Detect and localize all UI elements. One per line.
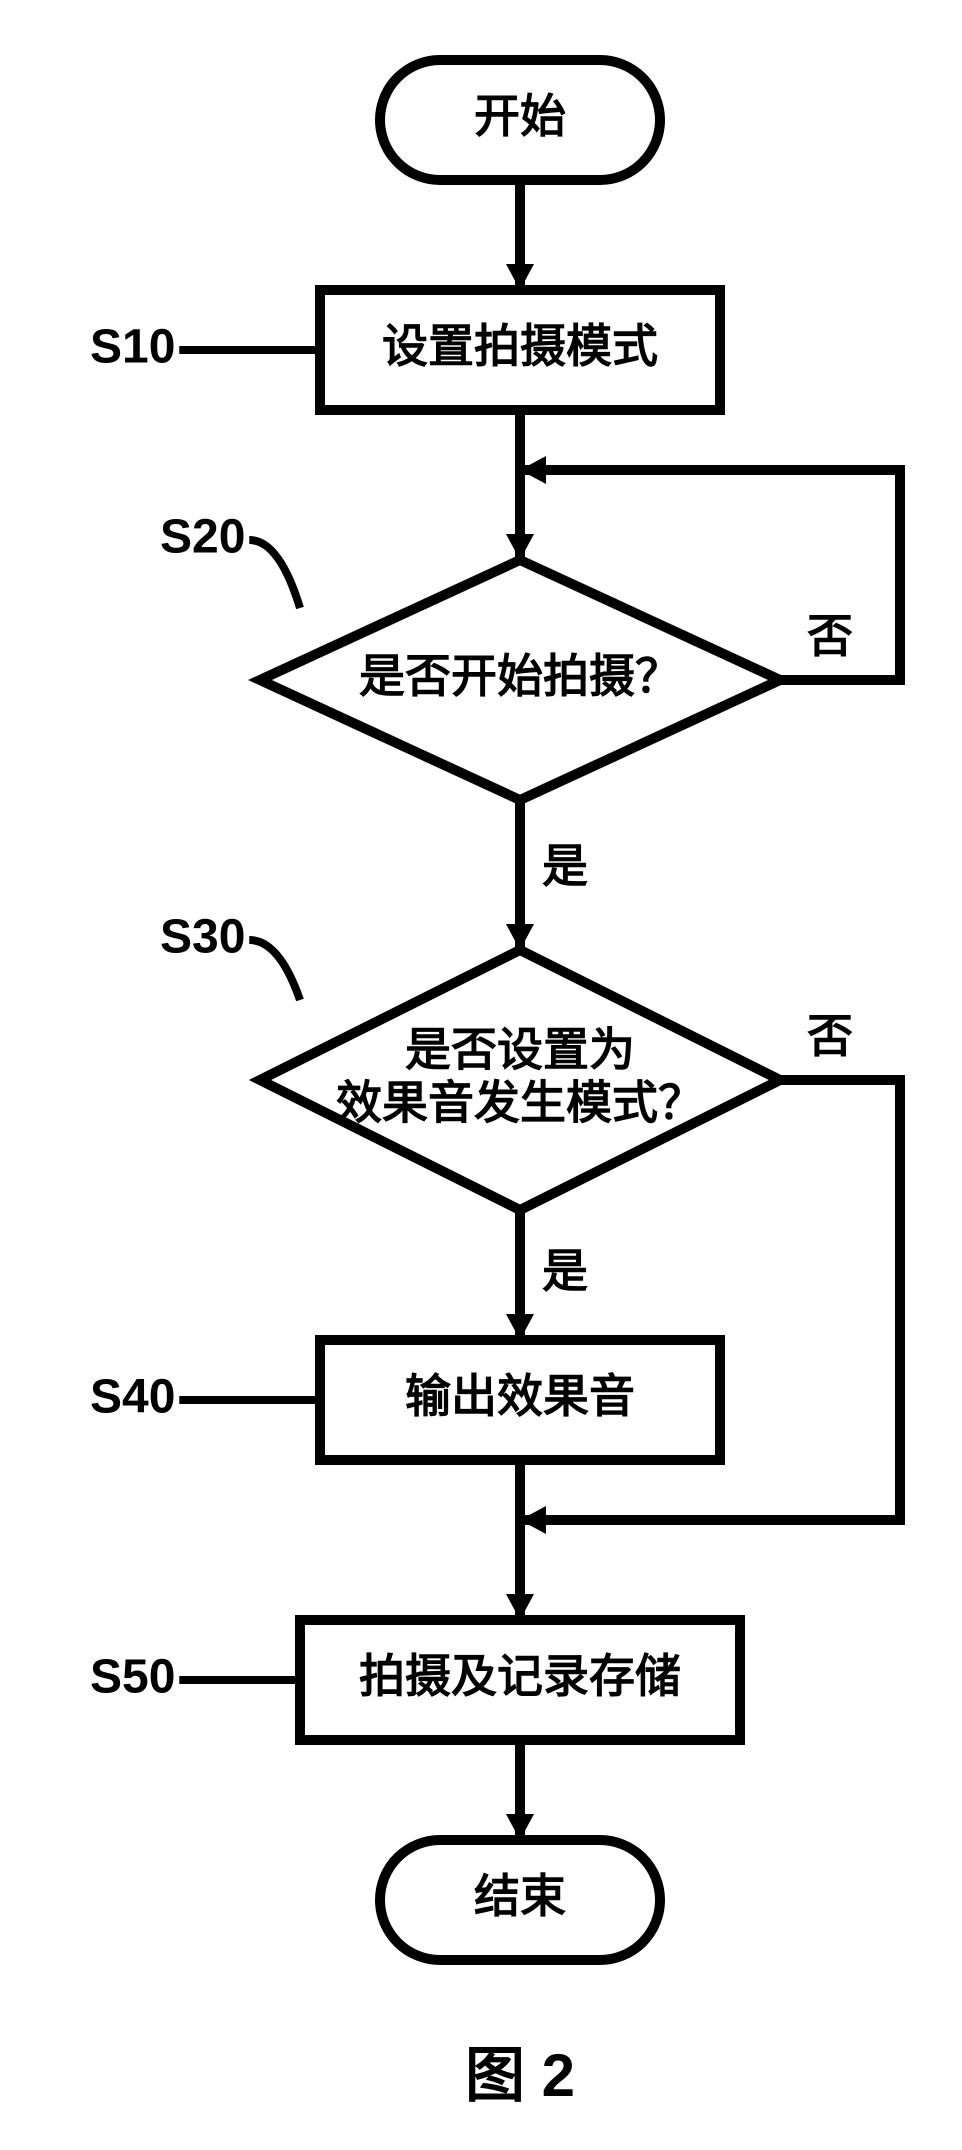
svg-text:是否开始拍摄？: 是否开始拍摄？ [359, 650, 681, 702]
label-s40: S40 [90, 1371, 175, 1424]
svg-text:设置拍摄模式: 设置拍摄模式 [382, 320, 658, 372]
e_s20_s30-label: 是 [542, 840, 588, 892]
figure-caption: 图 2 [465, 2042, 575, 2109]
e_s20_no-label: 否 [807, 610, 853, 662]
label-s30: S30 [160, 911, 245, 964]
svg-text:拍摄及记录存储: 拍摄及记录存储 [359, 1650, 681, 1702]
svg-text:是否设置为: 是否设置为 [405, 1024, 635, 1076]
label-s50: S50 [90, 1651, 175, 1704]
label-s20: S20 [160, 511, 245, 564]
svg-text:效果音发生模式？: 效果音发生模式？ [336, 1077, 704, 1129]
e_s30_no-label: 否 [807, 1010, 853, 1062]
e_s30_s40-label: 是 [542, 1245, 588, 1297]
svg-text:输出效果音: 输出效果音 [405, 1370, 635, 1422]
svg-text:结束: 结束 [474, 1870, 566, 1922]
e_s30_no [520, 1080, 900, 1520]
svg-text:开始: 开始 [474, 90, 566, 142]
label-s10: S10 [90, 321, 175, 374]
